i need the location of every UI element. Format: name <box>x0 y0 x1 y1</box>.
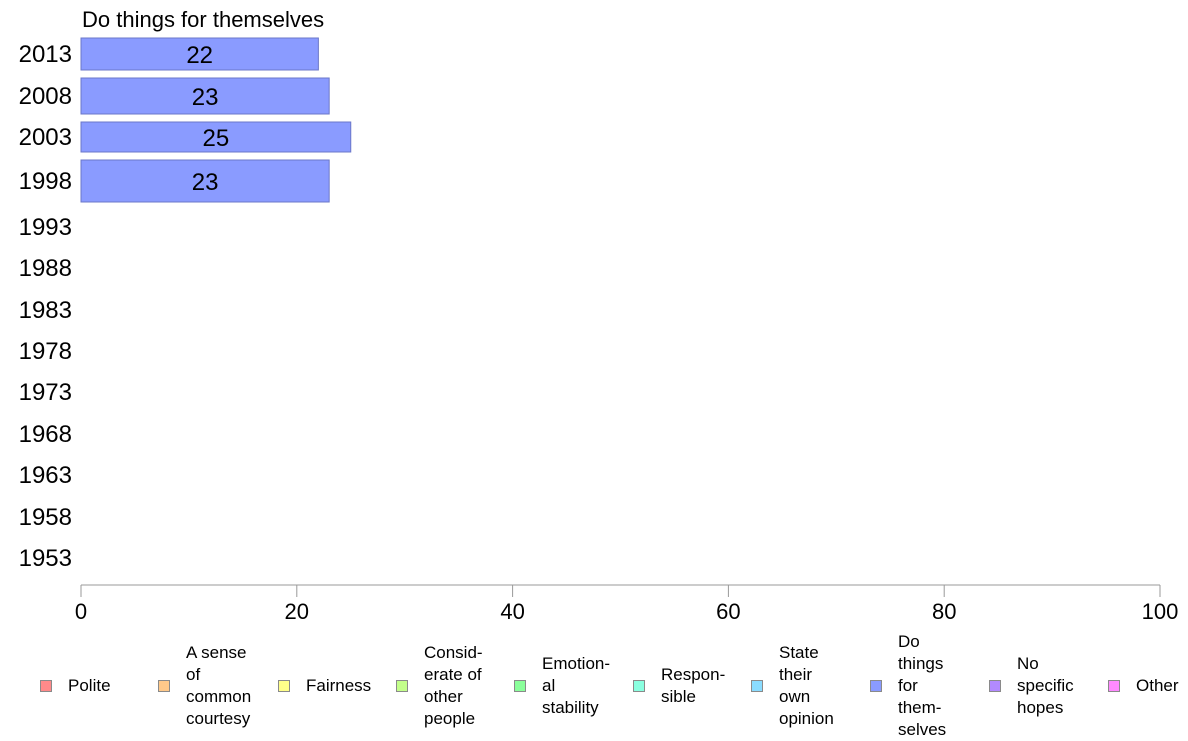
legend-item: Other <box>1108 636 1188 736</box>
legend-swatch <box>278 680 290 692</box>
legend-item: Respon- sible <box>633 636 741 736</box>
x-tick-label: 0 <box>75 599 87 624</box>
bar <box>80 159 330 203</box>
legend-label: Fairness <box>306 676 372 695</box>
legend-item: No specific hopes <box>989 636 1097 736</box>
category-label: 1988 <box>19 255 72 282</box>
bar-chart: Do things for themselves 2013 2008 2003 1998… <box>19 7 1179 624</box>
legend-item: Consid- erate of other people <box>396 636 504 736</box>
category-label: 1978 <box>19 338 72 365</box>
x-tick-label: 100 <box>1142 599 1179 624</box>
legend-item: Do things for them- selves <box>870 632 978 739</box>
chart-title: Do things for themselves <box>82 7 324 32</box>
legend-label: Other <box>1136 676 1179 695</box>
category-label: 2003 <box>19 124 72 151</box>
legend-item: State their own opinion <box>751 636 859 736</box>
legend-label: Emotion- al stability <box>542 654 611 717</box>
legend-label: Consid- erate of other people <box>424 643 483 728</box>
x-tick-label: 20 <box>285 599 309 624</box>
legend-label: Respon- sible <box>661 665 726 706</box>
category-label: 1968 <box>19 421 72 448</box>
category-label: 2013 <box>19 41 72 68</box>
category-label: 2008 <box>19 83 72 110</box>
category-label: 1963 <box>19 462 72 489</box>
x-tick-label: 80 <box>932 599 956 624</box>
legend-item: Fairness <box>278 636 386 736</box>
legend-item: Polite <box>40 636 148 736</box>
legend-label: Polite <box>68 676 111 695</box>
bar-value-label: 25 <box>203 125 230 152</box>
legend-label: Do things for them- selves <box>898 632 947 739</box>
x-tick-label: 60 <box>716 599 740 624</box>
bar <box>80 37 319 71</box>
legend-swatch <box>751 680 763 692</box>
category-label: 1998 <box>19 168 72 195</box>
category-label: 1983 <box>19 297 72 324</box>
bar <box>80 121 352 153</box>
legend-swatch <box>158 680 170 692</box>
legend-swatch <box>989 680 1001 692</box>
category-label: 1953 <box>19 545 72 572</box>
legend-swatch <box>396 680 408 692</box>
legend-swatch <box>1108 680 1120 692</box>
bar <box>80 77 330 115</box>
bar-value-label: 23 <box>192 169 219 196</box>
x-tick-label: 40 <box>500 599 524 624</box>
category-label: 1958 <box>19 504 72 531</box>
legend-item: A sense of common courtesy <box>158 636 266 736</box>
legend: Polite A sense of common courtesy Fairness… <box>0 632 1188 739</box>
legend-swatch <box>514 680 526 692</box>
bar-value-label: 22 <box>186 42 213 69</box>
legend-label: State their own opinion <box>779 643 834 728</box>
category-label: 1993 <box>19 214 72 241</box>
bar-value-label: 23 <box>192 84 219 111</box>
legend-swatch <box>870 680 882 692</box>
legend-label: No specific hopes <box>1017 654 1074 717</box>
legend-swatch <box>633 680 645 692</box>
category-label: 1973 <box>19 379 72 406</box>
legend-swatch <box>40 680 52 692</box>
legend-label: A sense of common courtesy <box>186 643 252 728</box>
legend-item: Emotion- al stability <box>514 636 622 736</box>
